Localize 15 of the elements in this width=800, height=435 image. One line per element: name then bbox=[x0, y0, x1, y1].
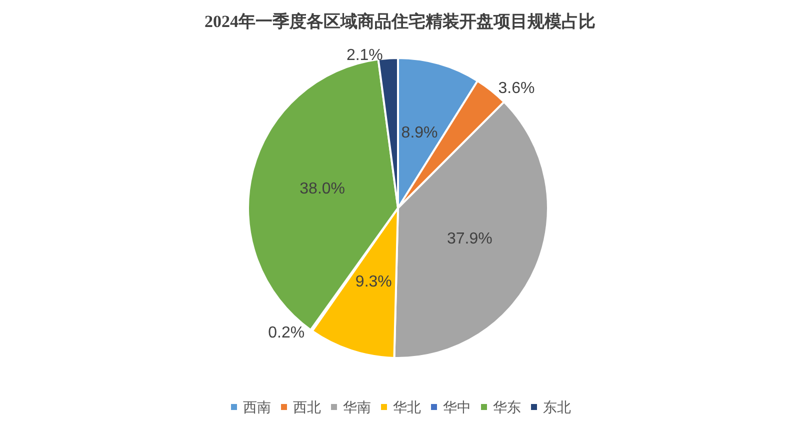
data-label: 38.0% bbox=[300, 180, 346, 198]
legend-label: 华北 bbox=[393, 399, 421, 415]
legend-label: 华东 bbox=[493, 399, 521, 415]
data-label: 0.2% bbox=[268, 324, 305, 342]
data-label: 9.3% bbox=[355, 274, 392, 291]
legend-label: 西北 bbox=[293, 399, 321, 415]
data-label: 8.9% bbox=[401, 124, 438, 142]
chart-title: 2024年一季度各区域商品住宅精装开盘项目规模占比 bbox=[204, 12, 596, 31]
data-label: 2.1% bbox=[346, 46, 383, 64]
legend-label: 华南 bbox=[343, 399, 371, 415]
legend-label: 华中 bbox=[443, 399, 471, 415]
data-label: 3.6% bbox=[498, 80, 535, 97]
legend-label: 东北 bbox=[543, 399, 571, 415]
legend-label: 西南 bbox=[243, 399, 271, 415]
data-label: 37.9% bbox=[446, 230, 492, 248]
